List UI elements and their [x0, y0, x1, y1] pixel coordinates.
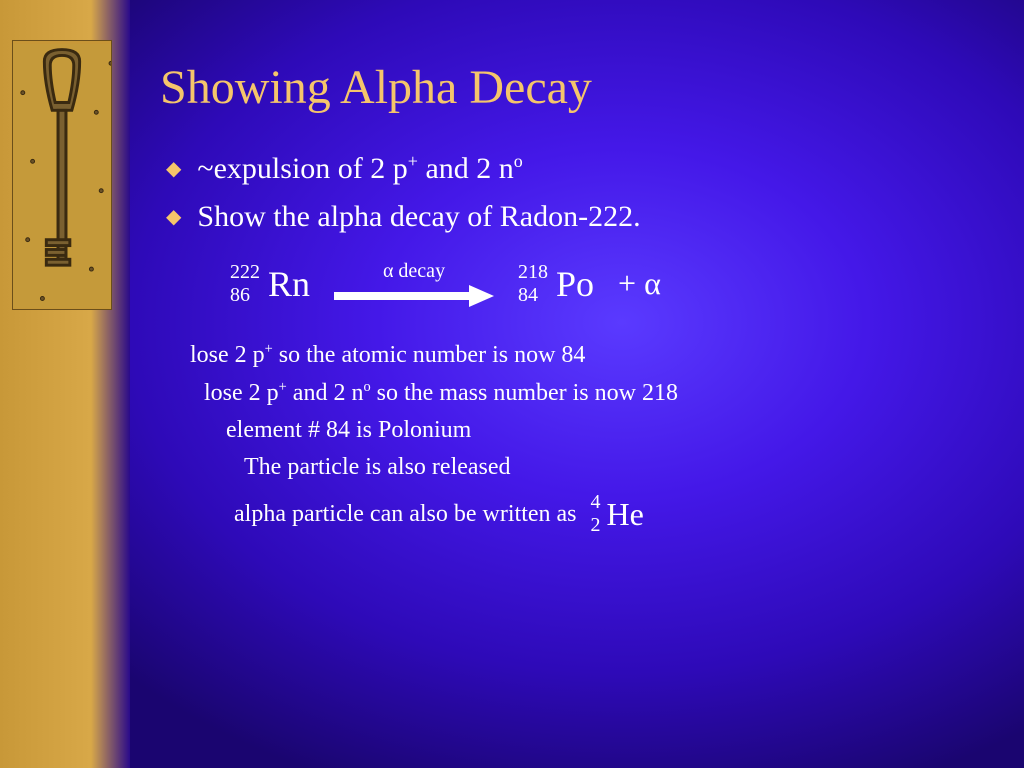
reactant-numbers: 222 86 [230, 261, 260, 307]
helium-atomic: 2 [591, 514, 601, 537]
arrow-label: α decay [383, 260, 445, 283]
bullet-text-1: ~expulsion of 2 p+ and 2 no [197, 151, 522, 186]
slide-title: Showing Alpha Decay [160, 60, 984, 115]
helium-symbol: He [607, 496, 644, 533]
product-symbol: Po [556, 263, 594, 305]
bullet-item-1: ◆ ~expulsion of 2 p+ and 2 no [160, 151, 984, 186]
helium-mass: 4 [591, 491, 601, 514]
slide-content: Showing Alpha Decay ◆ ~expulsion of 2 p+… [130, 0, 1024, 768]
bullet-item-2: ◆ Show the alpha decay of Radon-222. [160, 200, 984, 234]
note-4: The particle is also released [244, 454, 984, 481]
reactant-symbol: Rn [268, 263, 310, 305]
diamond-bullet-icon: ◆ [166, 156, 181, 181]
reactant-mass: 222 [230, 261, 260, 284]
product-nuclide: 218 84 Po [518, 261, 594, 307]
key-icon [13, 41, 111, 310]
note-3: element # 84 is Polonium [226, 417, 984, 444]
helium-numbers: 4 2 [591, 491, 601, 537]
note-5: alpha particle can also be written as 4 … [234, 491, 984, 537]
plus-alpha: + α [618, 265, 661, 302]
key-image [12, 40, 112, 310]
product-numbers: 218 84 [518, 261, 548, 307]
arrow-icon [334, 285, 494, 307]
decay-equation: 222 86 Rn α decay 218 84 Po + α [230, 260, 984, 307]
helium-nuclide: 4 2 He [591, 491, 644, 537]
note-5-text: alpha particle can also be written as [234, 501, 577, 528]
note-2: lose 2 p+ and 2 no so the mass number is… [204, 379, 984, 407]
diamond-bullet-icon: ◆ [166, 204, 181, 229]
bullet-text-2: Show the alpha decay of Radon-222. [197, 200, 640, 234]
product-atomic: 84 [518, 284, 548, 307]
reactant-atomic: 86 [230, 284, 260, 307]
sidebar-decoration [0, 0, 130, 768]
reactant-nuclide: 222 86 Rn [230, 261, 310, 307]
decay-arrow: α decay [334, 260, 494, 307]
product-mass: 218 [518, 261, 548, 284]
note-1: lose 2 p+ so the atomic number is now 84 [190, 341, 984, 369]
